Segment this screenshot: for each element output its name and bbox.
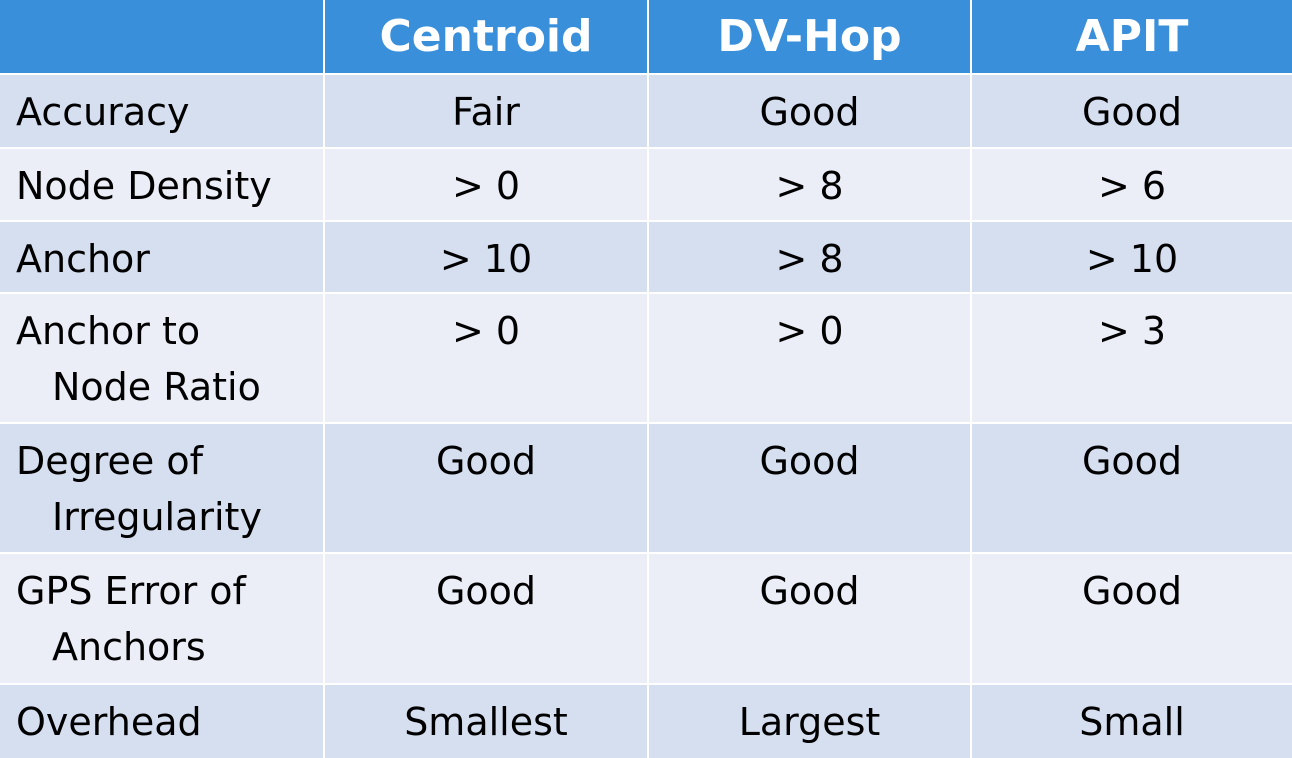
table-cell: > 10	[972, 222, 1292, 292]
column-header: Centroid	[325, 0, 647, 73]
row-label-line: Node Ratio	[52, 365, 261, 409]
table-cell: Good	[649, 75, 970, 147]
table-cell: Good	[649, 424, 970, 552]
cell-text: > 10	[439, 237, 533, 281]
cell-text: > 0	[775, 309, 844, 353]
row-label: Accuracy	[0, 75, 323, 147]
row-label-line: Anchor	[16, 237, 150, 281]
row-label-line: Anchor to	[16, 309, 201, 353]
cell-text: Fair	[452, 90, 520, 134]
table-cell: Good	[325, 424, 647, 552]
column-title: APIT	[1075, 11, 1189, 62]
table-cell: > 0	[649, 294, 970, 422]
cell-text: Good	[435, 439, 537, 483]
table-cell: Good	[325, 554, 647, 683]
table-cell: > 0	[325, 294, 647, 422]
table-cell: > 3	[972, 294, 1292, 422]
table-cell: Good	[649, 554, 970, 683]
cell-text: Good	[1081, 569, 1183, 613]
cell-text: > 3	[1097, 309, 1167, 353]
cell-text: Good	[759, 439, 860, 483]
row-label: Overhead	[0, 685, 323, 758]
table-cell: > 6	[972, 149, 1292, 220]
row-label-line: Irregularity	[52, 495, 262, 539]
cell-text: > 8	[775, 164, 844, 208]
cell-text: > 0	[451, 164, 521, 208]
row-label-line: GPS Error of	[16, 569, 246, 613]
row-label: Degree of Irregularity	[0, 424, 323, 552]
table-cell: Good	[972, 75, 1292, 147]
table-cell: Good	[972, 424, 1292, 552]
table-cell: > 0	[325, 149, 647, 220]
row-label-line: Degree of	[16, 439, 204, 483]
cell-text: > 10	[1085, 237, 1179, 281]
row-label-line: Node Density	[16, 164, 272, 208]
table-cell: > 8	[649, 149, 970, 220]
cell-text: Small	[1079, 700, 1185, 744]
row-label-line: Overhead	[16, 700, 202, 744]
row-label-line: Accuracy	[16, 90, 190, 134]
table-cell: Largest	[649, 685, 970, 758]
column-title: Centroid	[379, 11, 593, 62]
column-header: DV-Hop	[649, 0, 970, 73]
table-cell: Smallest	[325, 685, 647, 758]
table-cell: > 10	[325, 222, 647, 292]
header-corner	[0, 0, 323, 73]
row-label: Node Density	[0, 149, 323, 220]
column-title: DV-Hop	[717, 11, 902, 62]
table-cell: Fair	[325, 75, 647, 147]
cell-text: Largest	[738, 700, 881, 744]
row-label: Anchor	[0, 222, 323, 292]
table-cell: > 8	[649, 222, 970, 292]
cell-text: Good	[1081, 90, 1183, 134]
cell-text: Good	[1081, 439, 1183, 483]
row-label-line: Anchors	[52, 625, 206, 669]
row-label: GPS Error of Anchors	[0, 554, 323, 683]
cell-text: Good	[435, 569, 537, 613]
cell-text: Good	[759, 569, 860, 613]
table-cell: Small	[972, 685, 1292, 758]
column-header: APIT	[972, 0, 1292, 73]
row-label: Anchor to Node Ratio	[0, 294, 323, 422]
cell-text: > 6	[1097, 164, 1167, 208]
table-cell: Good	[972, 554, 1292, 683]
cell-text: > 0	[451, 309, 521, 353]
cell-text: > 8	[775, 237, 844, 281]
cell-text: Smallest	[404, 700, 568, 744]
cell-text: Good	[759, 90, 860, 134]
